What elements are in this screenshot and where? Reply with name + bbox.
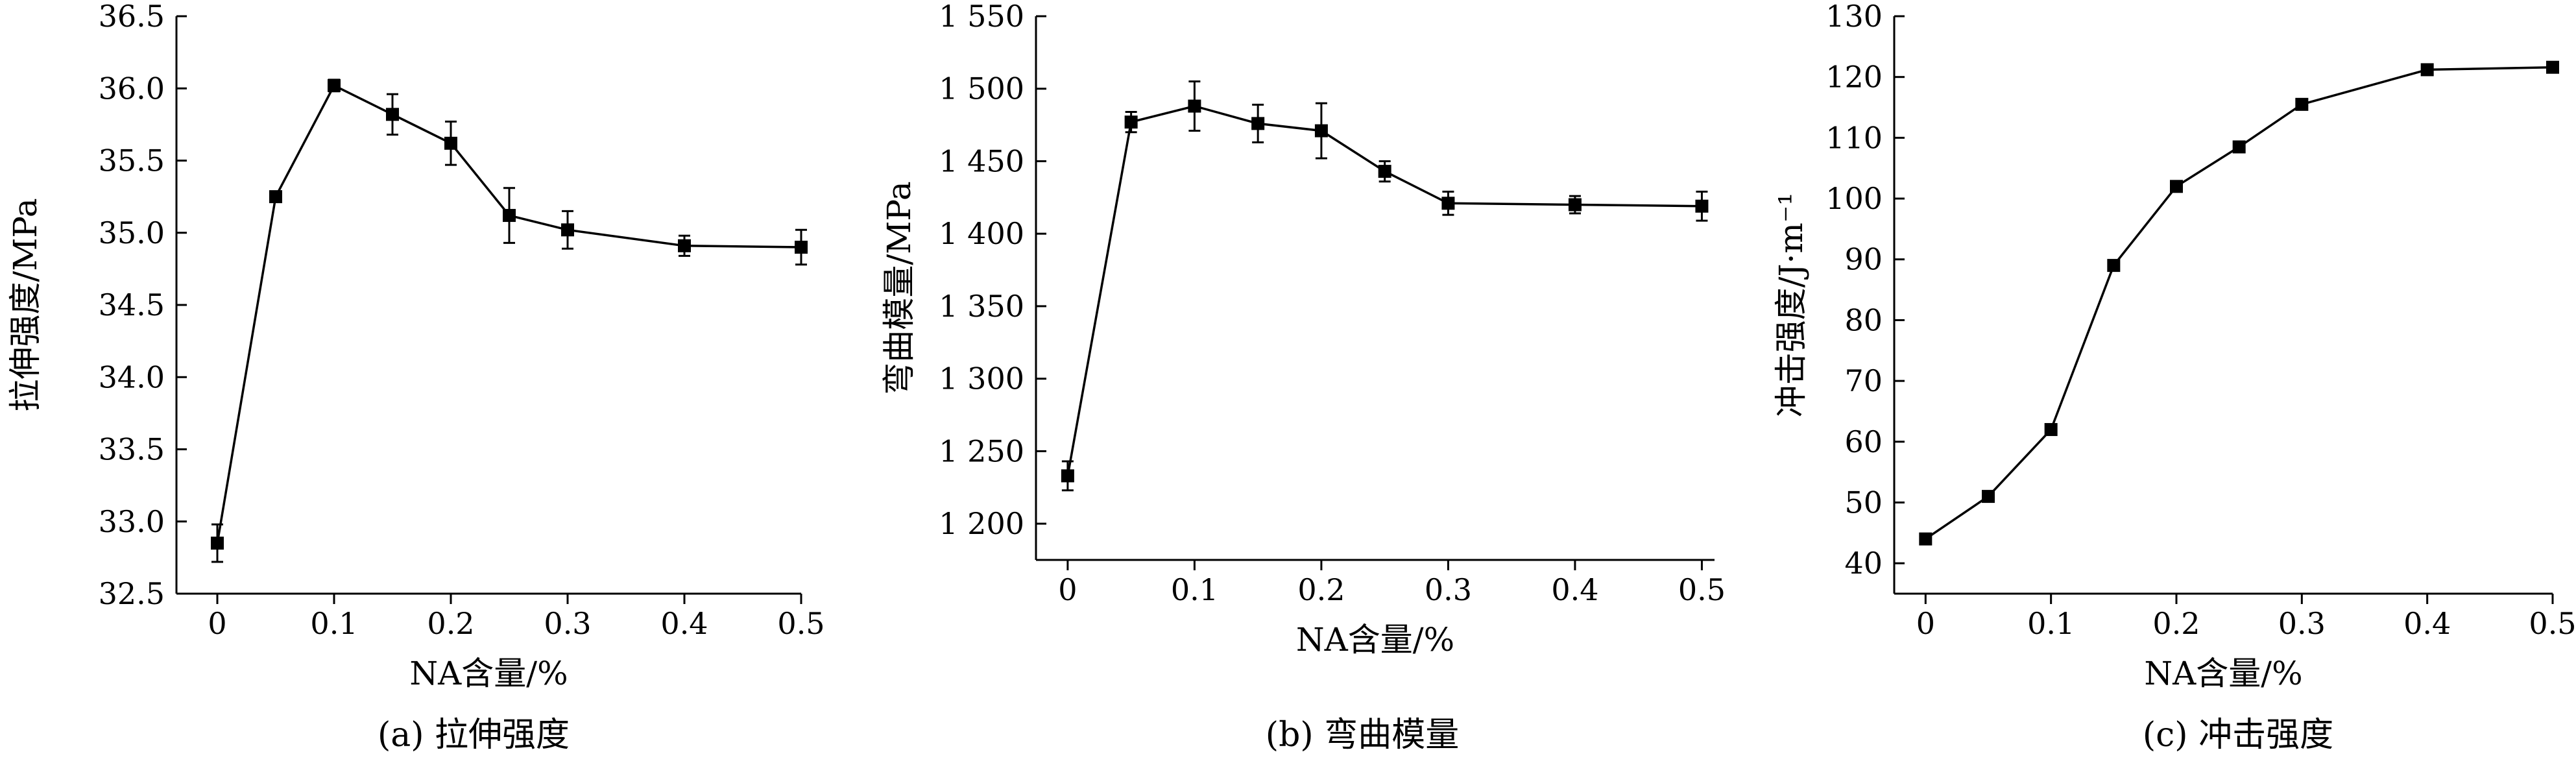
panel-caption: (b) 弯曲模量 [1266, 716, 1459, 755]
data-point [1251, 117, 1265, 130]
data-point [2232, 140, 2246, 154]
data-point [2107, 259, 2121, 272]
chart-panel-2: 1 200 1 250 1 300 1 350 1 400 1 450 1 500 1 550… [880, 0, 1726, 755]
series-line [216, 84, 802, 544]
data-point [386, 108, 399, 121]
x-tick-label: 0.5 [777, 606, 825, 641]
y-tick-label: 40 [1844, 546, 1883, 581]
data-point [269, 190, 282, 204]
y-tick-label: 110 [1825, 120, 1883, 155]
data-point [1314, 124, 1328, 138]
x-tick-label: 0.2 [2152, 606, 2200, 641]
x-tick-label: 0.1 [1171, 572, 1218, 607]
chart-panel-3: 40 50 60 70 80 90 100 110 120 130 0 0.1 0.2 0.3 0.4 0.5… [1772, 0, 2576, 755]
data-point [2546, 60, 2559, 74]
data-point [211, 537, 224, 550]
data-point [561, 223, 574, 237]
y-axis-title: 拉伸强度/MPa [6, 198, 44, 411]
data-point [1568, 198, 1582, 212]
x-axis-title: NA含量/% [1296, 621, 1454, 659]
panel-caption: (c) 冲击强度 [2143, 716, 2333, 755]
x-tick-label: 0.4 [2403, 606, 2451, 641]
y-tick-label: 36.0 [99, 71, 165, 106]
y-tick-label: 36.5 [99, 0, 165, 34]
x-tick-label: 0.1 [2027, 606, 2075, 641]
y-tick-label: 90 [1844, 242, 1883, 277]
data-point [2420, 63, 2434, 77]
x-tick-label: 0.2 [427, 606, 474, 641]
y-tick-label: 33.0 [99, 504, 165, 539]
y-tick-label: 120 [1825, 60, 1883, 95]
y-axis-title: 弯曲模量/MPa [880, 181, 918, 394]
data-point [2170, 180, 2183, 193]
y-tick-label: 33.5 [99, 432, 165, 467]
data-point [503, 209, 516, 223]
y-tick-label: 1 400 [939, 216, 1024, 251]
data-point [1378, 165, 1391, 178]
y-tick-label: 35.5 [99, 143, 165, 178]
y-tick-label: 1 450 [939, 143, 1024, 178]
y-tick-label: 130 [1825, 0, 1883, 34]
y-tick-label: 60 [1844, 424, 1883, 459]
data-point [2295, 97, 2309, 111]
y-tick-label: 50 [1844, 485, 1883, 520]
data-point [795, 241, 808, 254]
data-point [1982, 490, 1995, 503]
data-point [1441, 197, 1455, 210]
y-tick-label: 1 200 [939, 506, 1024, 541]
x-tick-label: 0.5 [1678, 572, 1726, 607]
x-tick-label: 0.3 [2278, 606, 2326, 641]
y-tick-label: 1 250 [939, 433, 1024, 468]
y-tick-label: 80 [1844, 302, 1883, 337]
y-tick-label: 70 [1844, 363, 1883, 398]
x-tick-label: 0 [208, 606, 226, 641]
x-tick-label: 0.5 [2529, 606, 2576, 641]
data-point [328, 79, 341, 92]
y-tick-label: 32.5 [99, 576, 165, 611]
x-tick-label: 0.4 [1551, 572, 1598, 607]
y-tick-label: 34.5 [99, 287, 165, 322]
chart-panel-1: 32.5 33.0 33.5 34.0 34.5 35.0 35.5 36.0 36.5 0 0.1… [6, 0, 825, 755]
y-tick-label: 1 300 [939, 361, 1024, 396]
x-tick-label: 0.3 [544, 606, 591, 641]
x-tick-label: 0 [1058, 572, 1077, 607]
y-tick-label: 100 [1825, 181, 1883, 216]
data-point [1919, 532, 1932, 546]
y-tick-label: 1 500 [939, 71, 1024, 106]
y-tick-label: 34.0 [99, 359, 165, 394]
x-axis-title: NA含量/% [2144, 655, 2302, 692]
data-point [1124, 115, 1138, 129]
x-tick-label: 0.3 [1425, 572, 1472, 607]
x-tick-label: 0 [1916, 606, 1935, 641]
x-tick-label: 0.1 [310, 606, 357, 641]
x-axis-title: NA含量/% [409, 655, 568, 692]
data-point [1061, 469, 1074, 483]
x-tick-label: 0.2 [1297, 572, 1345, 607]
data-point [444, 136, 457, 150]
panel-caption: (a) 拉伸强度 [378, 716, 570, 755]
data-point [678, 239, 691, 252]
data-point [2044, 423, 2058, 437]
series-line [1925, 66, 2553, 540]
y-axis-title: 冲击强度/J·m⁻¹ [1772, 193, 1810, 418]
y-tick-label: 1 350 [939, 289, 1024, 324]
data-point [1695, 199, 1709, 213]
y-tick-label: 1 550 [939, 0, 1024, 34]
y-tick-label: 35.0 [99, 215, 165, 250]
x-tick-label: 0.4 [660, 606, 708, 641]
data-point [1188, 99, 1201, 113]
